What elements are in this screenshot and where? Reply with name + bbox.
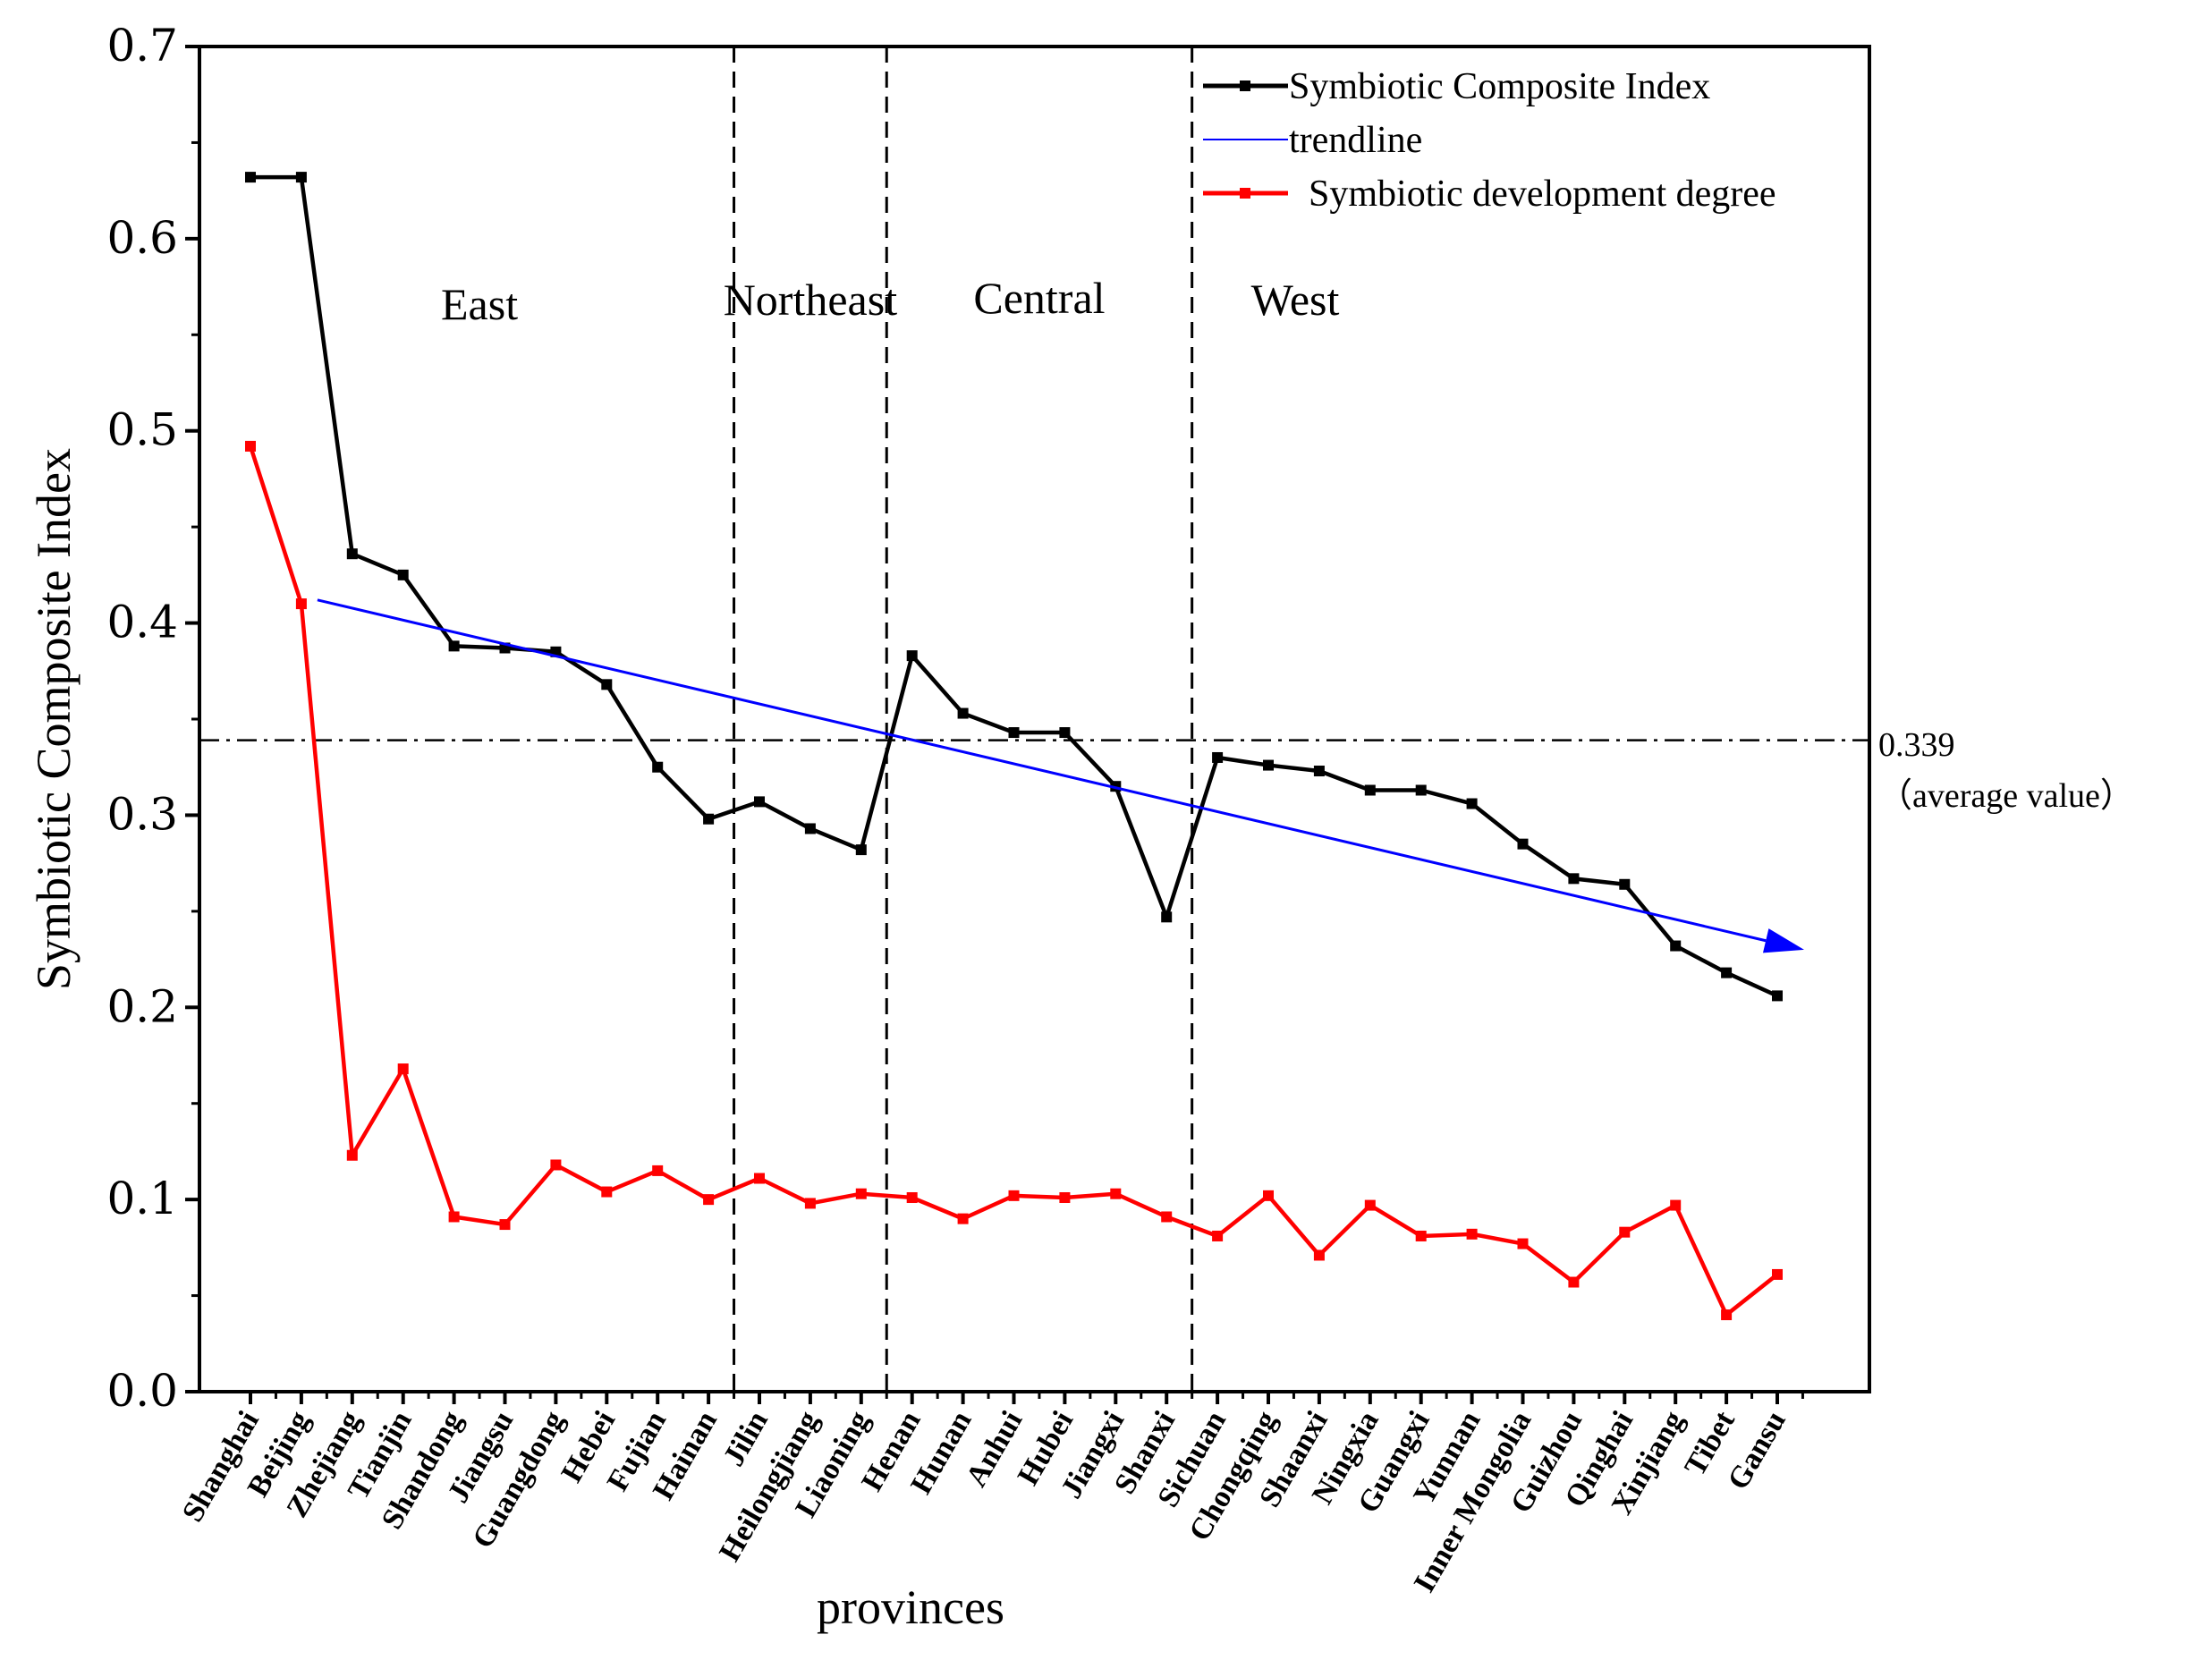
data-point-development-degree xyxy=(1619,1226,1631,1238)
data-point-development-degree xyxy=(1212,1230,1224,1241)
y-tick-label: 0.0 xyxy=(106,1365,178,1417)
data-point-development-degree xyxy=(1568,1276,1580,1288)
data-point-development-degree xyxy=(550,1159,562,1171)
data-point-composite-index xyxy=(1263,759,1274,771)
data-point-composite-index xyxy=(1670,940,1682,952)
data-point-development-degree xyxy=(1008,1190,1020,1201)
data-point-development-degree xyxy=(652,1165,664,1176)
data-point-composite-index xyxy=(1517,838,1529,850)
data-point-composite-index xyxy=(1415,784,1427,796)
data-point-composite-index xyxy=(652,761,664,773)
data-point-composite-index xyxy=(245,172,256,183)
y-tick-label: 0.4 xyxy=(106,597,178,648)
data-point-development-degree xyxy=(754,1173,765,1184)
data-point-composite-index xyxy=(855,844,867,856)
data-point-composite-index xyxy=(1568,873,1580,885)
data-point-development-degree xyxy=(1110,1188,1122,1199)
data-point-development-degree xyxy=(1364,1199,1376,1211)
data-point-composite-index xyxy=(1161,911,1173,923)
data-point-development-degree xyxy=(1772,1268,1783,1280)
x-axis-title: provinces xyxy=(817,1580,1004,1634)
data-point-composite-index xyxy=(397,569,409,580)
trendline-stroke xyxy=(317,598,1767,943)
data-point-development-degree xyxy=(499,1219,511,1231)
region-dividers xyxy=(733,47,1194,1392)
legend-label-development: Symbiotic development degree xyxy=(1309,174,1776,215)
plot-frame xyxy=(198,45,1871,1393)
data-point-development-degree xyxy=(1161,1211,1173,1223)
average-sublabel: （average value） xyxy=(1878,777,2134,815)
y-tick-label: 0.3 xyxy=(106,788,178,840)
data-point-composite-index xyxy=(295,172,307,183)
data-point-development-degree xyxy=(397,1063,409,1075)
y-axis-title: Symbiotic Composite Index xyxy=(27,448,81,990)
data-point-composite-index xyxy=(1313,766,1325,777)
data-point-development-degree xyxy=(1466,1228,1478,1240)
data-point-composite-index xyxy=(346,548,358,560)
average-line: 0.339 （average value） xyxy=(199,726,2134,815)
data-point-composite-index xyxy=(448,640,460,652)
data-point-development-degree xyxy=(1517,1238,1529,1249)
data-point-composite-index xyxy=(703,813,715,825)
data-point-composite-index xyxy=(601,679,613,690)
data-point-development-degree xyxy=(703,1194,715,1206)
series-line-development-degree xyxy=(248,445,1779,1317)
y-tick-label: 0.6 xyxy=(106,212,178,264)
data-point-composite-index xyxy=(1059,727,1071,739)
data-point-development-degree xyxy=(957,1213,969,1224)
data-point-composite-index xyxy=(1772,990,1783,1002)
region-label: Central xyxy=(973,273,1105,323)
data-point-development-degree xyxy=(1670,1199,1682,1211)
region-label: Northeast xyxy=(724,275,897,325)
data-point-composite-index xyxy=(1212,751,1224,763)
data-point-development-degree xyxy=(906,1191,918,1203)
data-point-development-degree xyxy=(295,598,307,610)
data-point-composite-index xyxy=(1619,878,1631,890)
legend-marker-composite xyxy=(1240,80,1250,91)
region-labels: East Northeast Central West xyxy=(441,273,1339,329)
legend: Symbiotic Composite Index trendline Symb… xyxy=(1203,66,1776,215)
data-point-development-degree xyxy=(1415,1230,1427,1241)
average-label: 0.339 xyxy=(1878,726,1955,764)
legend-label-composite: Symbiotic Composite Index xyxy=(1289,66,1710,107)
data-point-composite-index xyxy=(906,650,918,662)
series-layer xyxy=(245,172,1783,1321)
data-point-development-degree xyxy=(1059,1191,1071,1203)
data-point-composite-index xyxy=(1008,727,1020,739)
data-point-development-degree xyxy=(1313,1249,1325,1261)
trendline-layer xyxy=(317,598,1804,953)
data-point-composite-index xyxy=(1364,784,1376,796)
data-point-composite-index xyxy=(804,823,816,834)
region-label: West xyxy=(1251,275,1340,325)
legend-label-trendline: trendline xyxy=(1289,120,1422,161)
data-point-development-degree xyxy=(855,1188,867,1199)
data-point-development-degree xyxy=(1721,1309,1733,1321)
data-point-development-degree xyxy=(804,1198,816,1209)
data-point-development-degree xyxy=(448,1211,460,1223)
y-tick-label: 0.2 xyxy=(106,980,178,1032)
legend-marker-development xyxy=(1240,188,1250,199)
data-point-development-degree xyxy=(601,1186,613,1198)
y-tick-label: 0.1 xyxy=(106,1173,178,1224)
data-point-development-degree xyxy=(1263,1190,1274,1201)
data-point-development-degree xyxy=(346,1149,358,1161)
y-tick-label: 0.5 xyxy=(106,404,178,456)
data-point-development-degree xyxy=(245,440,256,452)
data-point-composite-index xyxy=(1466,798,1478,809)
data-point-composite-index xyxy=(957,707,969,719)
y-axis: 0.0 0.1 0.2 0.3 0.4 0.5 0.6 0.7 xyxy=(106,20,199,1417)
data-point-composite-index xyxy=(1721,967,1733,978)
trendline-arrowhead xyxy=(1762,928,1804,953)
data-point-composite-index xyxy=(754,796,765,808)
x-axis: ShanghaiBeijingZhejiangTianjinShandongJi… xyxy=(176,1392,1804,1598)
y-tick-label: 0.7 xyxy=(106,20,178,72)
region-label: East xyxy=(441,279,518,329)
